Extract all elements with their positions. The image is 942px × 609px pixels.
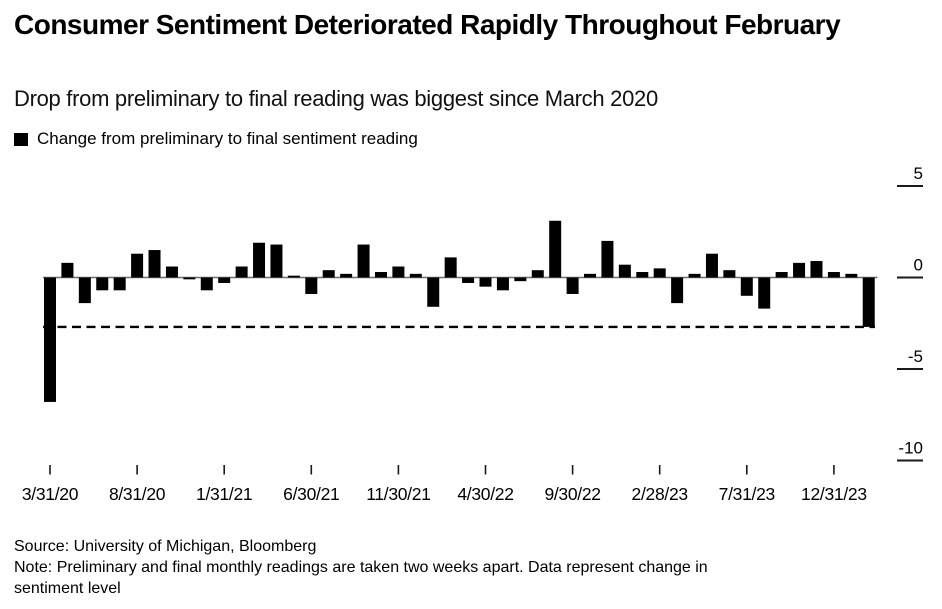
x-tick-label: 8/31/20 (109, 484, 166, 504)
x-tick-label: 4/30/22 (457, 484, 513, 504)
bar-6/30/20 (96, 277, 109, 291)
x-tick-label: 3/31/20 (22, 484, 79, 504)
bar-4/30/20 (61, 262, 74, 278)
y-tick-label: -5 (908, 347, 923, 366)
bar-9/30/20 (148, 250, 161, 278)
bar-10/31/21 (374, 272, 387, 278)
bar-6/30/23 (723, 270, 736, 278)
bar-2/29/24 (862, 277, 875, 327)
bar-11/30/22 (601, 240, 614, 278)
legend-swatch-icon (14, 132, 28, 146)
bar-7/31/22 (531, 270, 544, 278)
x-tick-label: 7/31/23 (719, 484, 775, 504)
bar-2/28/22 (444, 257, 457, 278)
bar-5/31/22 (496, 277, 509, 291)
bar-12/31/22 (618, 264, 631, 278)
bar-2/28/21 (235, 266, 248, 278)
chart-subtitle: Drop from preliminary to final reading w… (14, 86, 658, 111)
x-tick-label: 6/30/21 (283, 484, 339, 504)
bar-8/31/20 (131, 253, 144, 278)
bar-5/31/23 (705, 253, 718, 278)
bar-8/31/22 (549, 220, 562, 278)
source-text: Source: University of Michigan, Bloomber… (14, 538, 317, 555)
bar-6/30/21 (305, 277, 318, 294)
legend-label: Change from preliminary to final sentime… (37, 129, 418, 148)
x-tick-label: 12/31/23 (801, 484, 867, 504)
bar-11/30/23 (810, 261, 823, 278)
bar-1/31/24 (845, 273, 858, 278)
bar-3/31/21 (253, 242, 266, 278)
bar-7/31/20 (113, 277, 126, 291)
bar-9/30/22 (566, 277, 579, 294)
x-tick-label: 2/28/23 (632, 484, 688, 504)
bar-4/30/22 (479, 277, 492, 287)
sentiment-bar-chart: 5 0 -5 -10 3/31/20 8/31/20 1/31/21 6/30/21 11/30… (22, 164, 923, 504)
bar-12/31/20 (200, 277, 213, 291)
chart-title: Consumer Sentiment Deteriorated Rapidly … (14, 9, 841, 40)
bar-3/31/20 (44, 277, 56, 402)
bar-2/28/23 (653, 268, 666, 278)
note-text: Note: Preliminary and final monthly read… (14, 559, 708, 597)
bar-1/31/22 (427, 277, 440, 307)
bar-7/31/23 (740, 277, 753, 296)
bar-8/31/21 (340, 273, 353, 278)
bar-9/30/21 (357, 244, 370, 278)
x-tick-label: 1/31/21 (196, 484, 252, 504)
bar-3/31/23 (671, 277, 684, 304)
bar-10/31/23 (793, 262, 806, 278)
legend: Change from preliminary to final sentime… (14, 129, 418, 149)
bar-4/30/23 (688, 273, 701, 278)
bar-1/31/23 (636, 272, 649, 278)
y-tick-label: -10 (898, 439, 923, 458)
bar-10/31/22 (584, 273, 597, 278)
bar-3/31/22 (462, 277, 475, 283)
bar-9/30/23 (775, 272, 788, 278)
y-tick-label: 5 (914, 164, 923, 183)
bar-11/30/20 (183, 277, 196, 280)
bar-5/31/21 (287, 275, 300, 278)
bar-12/31/23 (827, 272, 840, 278)
x-tick-label: 11/30/21 (366, 484, 430, 504)
bar-8/31/23 (758, 277, 771, 309)
bar-7/31/21 (322, 270, 335, 278)
bar-5/31/20 (78, 277, 91, 304)
y-tick-label: 0 (914, 256, 923, 275)
x-tick-label: 9/30/22 (544, 484, 600, 504)
bar-1/31/21 (218, 277, 231, 283)
bar-10/31/20 (165, 266, 178, 278)
bar-12/31/21 (409, 273, 422, 278)
bar-4/30/21 (270, 244, 283, 278)
bar-6/30/22 (514, 277, 527, 282)
bar-11/30/21 (392, 266, 405, 278)
